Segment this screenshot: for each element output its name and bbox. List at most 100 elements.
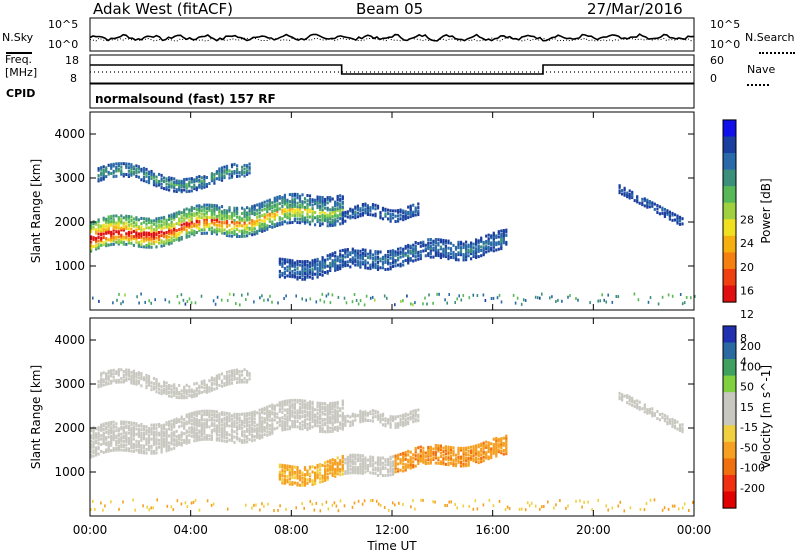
echo-cell [319, 222, 322, 226]
echo-cell [112, 214, 115, 218]
echo-cell [296, 409, 299, 413]
echo-cell [95, 439, 98, 443]
echo-cell [233, 210, 236, 214]
echo-cell [228, 206, 231, 210]
echo-cell [102, 172, 105, 176]
echo-cell [539, 296, 541, 300]
echo-cell [142, 172, 146, 176]
echo-cell [132, 369, 135, 373]
echo-cell [452, 451, 455, 455]
echo-cell [225, 417, 229, 421]
echo-cell [364, 264, 367, 268]
echo-cell [379, 211, 382, 214]
echo-cell [125, 225, 128, 229]
echo-cell [246, 424, 249, 428]
echo-cell [110, 438, 113, 442]
echo-cell [135, 382, 138, 386]
echo-cell [605, 504, 607, 508]
echo-cell [160, 177, 163, 181]
echo-cell [223, 418, 226, 422]
echo-cell [437, 449, 440, 453]
echo-cell [135, 380, 138, 384]
echo-cell [127, 241, 130, 245]
echo-cell [447, 246, 450, 250]
echo-cell [233, 414, 236, 418]
echo-cell [165, 239, 168, 243]
echo-cell [306, 215, 309, 219]
echo-cell [623, 186, 626, 190]
echo-cell [168, 179, 171, 183]
echo-cell [268, 409, 271, 413]
echo-cell [140, 245, 143, 249]
echo-cell [251, 210, 254, 214]
echo-cell [102, 380, 105, 384]
echo-cell [359, 255, 362, 259]
echo-cell [120, 214, 123, 218]
echo-cell [628, 395, 631, 399]
echo-cell [361, 414, 364, 418]
echo-cell [115, 422, 118, 426]
echo-cell [524, 508, 527, 512]
echo-cell [124, 293, 126, 297]
echo-cell [125, 420, 128, 424]
echo-cell [351, 462, 354, 466]
echo-cell [397, 256, 400, 260]
echo-cell [308, 220, 312, 224]
echo-cell [381, 465, 385, 469]
echo-cell [132, 229, 135, 233]
echo-cell [651, 407, 654, 411]
echo-cell [354, 471, 357, 475]
echo-cell [212, 299, 215, 303]
echo-cell [253, 230, 256, 234]
echo-cell [271, 410, 274, 414]
echo-cell [449, 248, 453, 252]
echo-cell [326, 425, 329, 428]
echo-cell [381, 467, 385, 471]
echo-cell [311, 407, 314, 411]
echo-cell [180, 185, 183, 188]
echo-cell [344, 260, 347, 264]
echo-cell [276, 208, 279, 212]
noise-panel-frame [89, 17, 695, 52]
echo-cell [504, 508, 507, 512]
echo-cell [251, 435, 254, 439]
echo-cell [298, 205, 302, 209]
echo-cell [228, 378, 231, 382]
echo-cell [444, 251, 447, 255]
echo-cell [480, 449, 483, 453]
echo-cell [402, 260, 405, 263]
echo-cell [329, 263, 332, 267]
echo-cell [115, 448, 118, 452]
echo-cell [112, 164, 115, 168]
echo-cell [286, 200, 289, 204]
echo-cell [105, 231, 108, 235]
echo-cell [475, 252, 478, 256]
echo-cell [116, 298, 118, 302]
echo-cell [173, 437, 176, 441]
echo-cell [165, 225, 168, 229]
echo-cell [638, 406, 641, 409]
echo-cell [175, 417, 178, 421]
echo-cell [618, 391, 621, 395]
echo-cell [122, 436, 125, 440]
echo-cell [447, 255, 450, 259]
echo-cell [125, 221, 128, 225]
echo-cell [283, 408, 286, 412]
echo-cell [668, 215, 671, 219]
echo-cell [346, 212, 349, 215]
echo-cell [334, 460, 337, 464]
echo-cell [175, 211, 178, 215]
echo-cell [457, 240, 460, 244]
echo-cell [429, 250, 432, 254]
echo-cell [412, 420, 415, 424]
echo-cell [238, 219, 241, 223]
echo-cell [472, 453, 475, 457]
echo-cell [303, 200, 307, 204]
echo-cell [263, 433, 266, 437]
echo-cell [147, 179, 151, 183]
echo-cell [621, 189, 624, 192]
echo-cell [293, 402, 296, 406]
echo-cell [303, 261, 307, 265]
echo-cell [661, 206, 664, 210]
echo-cell [492, 443, 495, 446]
